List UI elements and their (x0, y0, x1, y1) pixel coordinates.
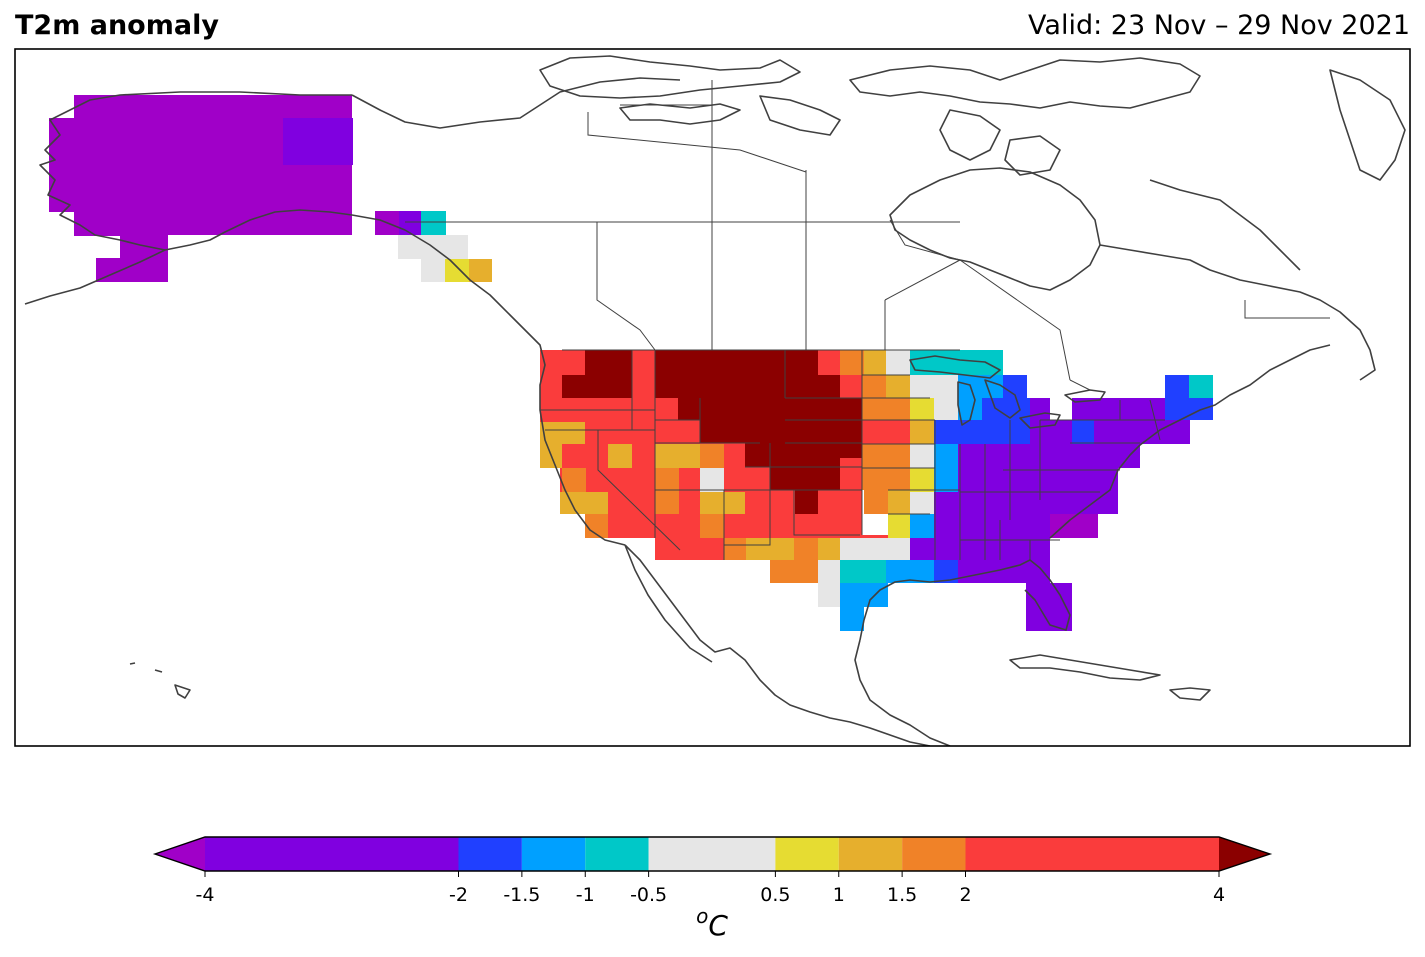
colorbar-bin-6 (838, 837, 903, 871)
colorbar-bin-0 (205, 837, 459, 871)
colorbar-bin-1 (458, 837, 522, 871)
colorbar-bin-8 (965, 837, 1219, 871)
political-borders (405, 80, 1330, 560)
colorbar-tick-label: 0.5 (760, 884, 790, 906)
colorbar-tick-label: -2 (449, 884, 468, 906)
colorbar-ticks: -4 -2 -1.5 -1 -0.5 0.5 1 1.5 2 4 (196, 871, 1225, 906)
colorbar-tick-label: 1 (833, 884, 845, 906)
colorbar-bin-3 (585, 837, 649, 871)
colorbar-tick-label: 2 (959, 884, 971, 906)
colorbar-tick-label: -4 (196, 884, 215, 906)
northern-plains-extreme-warm (655, 350, 862, 514)
colorbar-bin-4 (648, 837, 776, 871)
colorbar-tick-label: -1.5 (503, 884, 540, 906)
colorbar-bin-5 (775, 837, 839, 871)
colorbar-extend-low (155, 837, 205, 871)
colorbar-tick-label: 4 (1213, 884, 1225, 906)
alaska-cold-region (49, 95, 352, 282)
anomaly-shading (49, 95, 1213, 631)
colorbar-extend-high (1219, 837, 1270, 871)
map-frame (14, 48, 1411, 747)
unit-letter: C (708, 909, 728, 942)
alaska-cold-patch (283, 118, 353, 165)
colorbar-bins (205, 837, 1219, 871)
colorbar-tick-label: 1.5 (887, 884, 917, 906)
coastlines (24, 55, 1406, 746)
colorbar-tick-label: -0.5 (630, 884, 667, 906)
map-title: T2m anomaly (15, 10, 219, 41)
colorbar-bin-2 (521, 837, 586, 871)
unit-superscript: o (696, 904, 708, 928)
colorbar-tick-label: -1 (576, 884, 595, 906)
valid-date-range: Valid: 23 Nov – 29 Nov 2021 (1028, 10, 1410, 41)
colorbar-unit-label: oC (696, 904, 728, 942)
colorbar-bin-7 (902, 837, 966, 871)
